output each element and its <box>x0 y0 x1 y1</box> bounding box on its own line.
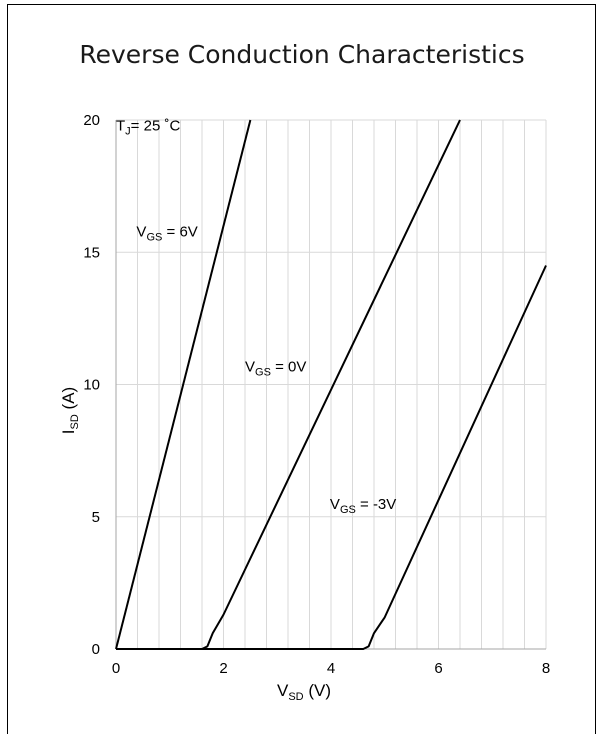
frame-top-border <box>7 4 596 5</box>
x-tick-label: 4 <box>327 660 335 677</box>
labels-layer: 0 2 4 6 8 0 5 10 15 20 TJ= 25 ˚C VGS = 6V VGS = 0V VG… <box>59 112 550 703</box>
annotation-vgs0: VGS = 0V <box>245 358 306 378</box>
y-tick-label: 5 <box>92 509 100 526</box>
series-line-2 <box>116 265 547 650</box>
grid <box>116 119 547 649</box>
chart-frame <box>7 4 596 734</box>
y-tick-label: 20 <box>83 112 100 129</box>
y-tick-label: 10 <box>83 377 100 394</box>
y-tick-label: 15 <box>83 244 100 261</box>
x-tick-label: 8 <box>542 660 550 677</box>
x-tick-label: 0 <box>112 660 120 677</box>
y-axis-title: ISD (A) <box>59 387 81 434</box>
series-line-0 <box>115 119 252 650</box>
annotation-tj: TJ= 25 ˚C <box>116 118 180 138</box>
y-tick-label: 0 <box>92 641 100 658</box>
x-tick-label: 6 <box>434 660 442 677</box>
annotation-vgsm3: VGS = -3V <box>330 496 396 516</box>
chart-title: Reverse Conduction Characteristics <box>79 40 525 69</box>
annotation-vgs6: VGS = 6V <box>136 223 197 243</box>
x-axis-title: VSD (V) <box>277 681 331 703</box>
series-layer <box>115 119 547 650</box>
x-tick-label: 2 <box>219 660 227 677</box>
